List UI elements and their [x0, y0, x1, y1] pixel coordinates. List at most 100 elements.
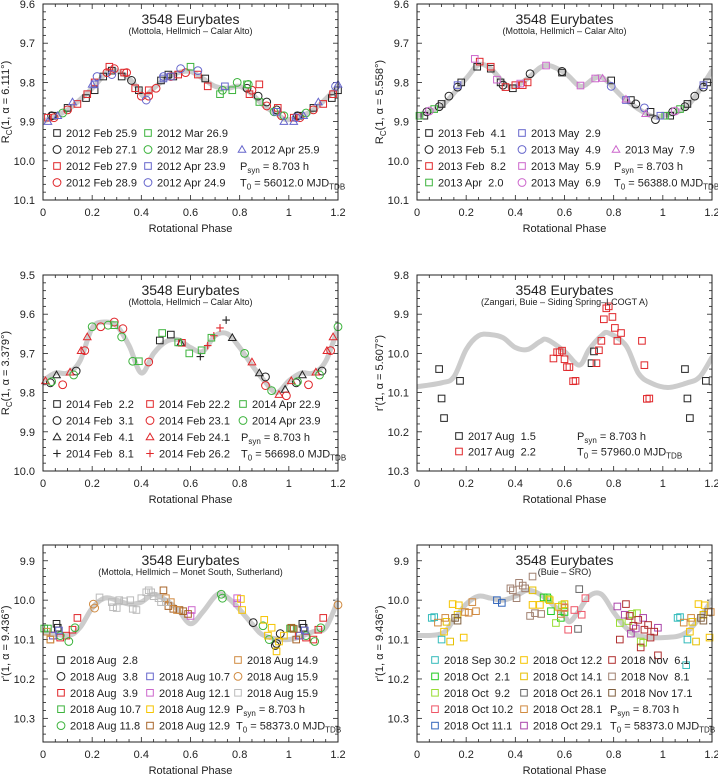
y-tick-label: 9.6	[20, 309, 35, 321]
legend-item: 2013 Feb 8.2	[425, 161, 506, 173]
legend-item: 2018 Nov 8.1	[608, 671, 690, 683]
data-point	[279, 116, 289, 125]
data-point	[62, 631, 71, 640]
data-point	[681, 365, 689, 373]
data-point	[686, 627, 694, 636]
data-point	[329, 90, 337, 98]
legend-marker	[145, 416, 155, 425]
legend-marker	[53, 129, 61, 137]
legend-marker	[425, 129, 433, 137]
data-point	[613, 337, 622, 345]
legend-marker	[57, 656, 65, 664]
data-point	[293, 377, 302, 387]
legend-marker	[611, 144, 621, 153]
data-point	[705, 633, 714, 642]
data-point	[110, 321, 119, 329]
y-tick-label: 9.6	[394, 0, 409, 11]
data-point	[40, 376, 51, 385]
data-point	[264, 631, 272, 640]
y-tick-label: 9.8	[20, 77, 35, 89]
data-point	[683, 635, 692, 644]
data-point	[571, 377, 580, 385]
data-point	[683, 394, 692, 403]
psyn-subscript: syn	[584, 436, 596, 445]
data-point	[267, 623, 276, 632]
legend-label: 2012 Apr 25.9	[251, 145, 320, 157]
y-label-main: R	[0, 407, 12, 415]
data-point	[103, 320, 113, 330]
psyn-symbol: P	[610, 704, 617, 716]
legend-item: 2013 May 7.9	[611, 144, 695, 157]
data-point	[112, 604, 121, 612]
legend-item: 2012 Feb 27.1	[52, 145, 137, 157]
t0-value: = 56012.0 MJD	[251, 178, 329, 190]
t0-symbol: T	[614, 178, 621, 190]
legend-label: 2018 Sep 30.2	[444, 655, 516, 667]
data-point	[531, 609, 539, 617]
data-point	[92, 72, 102, 81]
data-point	[493, 75, 501, 84]
t0-symbol: T	[241, 449, 248, 461]
legend-marker	[517, 145, 527, 154]
data-series	[415, 105, 684, 120]
y-label-sub: C	[5, 401, 14, 407]
data-point	[607, 76, 616, 85]
data-point	[576, 81, 585, 90]
data-point	[616, 635, 624, 644]
legend-marker	[455, 447, 463, 456]
data-point	[274, 389, 284, 398]
data-point	[118, 324, 128, 334]
period-annotation: Psyn = 8.703 h	[610, 704, 679, 718]
data-point	[679, 618, 688, 627]
data-point	[569, 377, 577, 386]
data-point	[543, 593, 552, 602]
y-label-rest: (1, α = 9.436°)	[374, 605, 386, 675]
data-series	[40, 332, 338, 398]
data-point	[575, 585, 584, 593]
t0-value: = 57960.0 MJD	[588, 447, 666, 459]
x-tick-label: 0.2	[459, 207, 474, 219]
legend-label: 2014 Feb 8.1	[66, 449, 134, 461]
data-point	[299, 623, 308, 632]
legend-label: 2012 Feb 27.1	[66, 145, 137, 157]
data-point	[197, 346, 206, 355]
data-point	[692, 637, 700, 646]
data-point	[51, 370, 62, 379]
y-tick-label: 10.0	[14, 595, 35, 607]
legend-label: 2017 Aug 2.2	[468, 447, 536, 459]
legend-marker	[520, 705, 528, 714]
data-point	[706, 608, 715, 616]
data-point	[261, 372, 270, 382]
legend-label: 2012 Mar 28.9	[157, 145, 228, 157]
data-point	[255, 80, 264, 89]
chart-subtitle: (Mottola, Hellmich – Calar Alto)	[502, 26, 626, 36]
data-point	[688, 618, 697, 626]
legend-marker	[53, 162, 61, 170]
x-tick-label: 1.2	[704, 749, 718, 761]
x-tick-label: 0	[40, 207, 46, 219]
data-point	[444, 91, 454, 101]
data-point	[651, 115, 660, 125]
data-point	[600, 315, 608, 324]
data-series	[549, 302, 654, 403]
data-point	[147, 588, 155, 597]
legend-marker	[239, 400, 247, 408]
data-point	[185, 349, 194, 358]
data-point	[475, 57, 484, 66]
x-axis-label: Rotational Phase	[523, 223, 607, 235]
data-point	[73, 614, 82, 622]
data-point	[528, 586, 537, 595]
legend-item: 2014 Feb 26.2	[146, 449, 230, 461]
y-axis-label: r'(1, α = 9.436°)	[0, 605, 12, 681]
data-point	[167, 598, 175, 606]
chart-title: 3548 Eurybates	[515, 11, 613, 27]
model-lightcurve	[43, 591, 338, 643]
lightcurve-panel-1: 0 0.2 0.4 0.6 0.8 1 1.2 9.6 9.7 9.8 9.9 10.0 10.1 354…	[0, 0, 346, 235]
data-series	[58, 317, 336, 401]
epoch-annotation: T0 = 57960.0 MJDTDB	[577, 447, 682, 461]
y-tick-label: 9.5	[20, 270, 35, 282]
legend-marker	[520, 721, 528, 730]
data-point	[53, 623, 62, 632]
data-point	[440, 627, 448, 636]
data-point	[549, 354, 558, 363]
